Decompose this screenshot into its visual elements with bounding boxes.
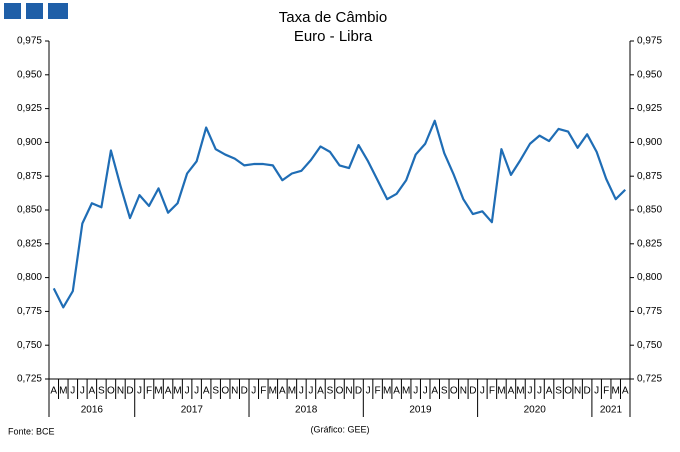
x-tick-label: J: [423, 386, 428, 397]
x-tick-label: O: [107, 386, 115, 397]
x-tick-label: A: [508, 386, 515, 397]
x-tick-label: M: [402, 386, 410, 397]
x-tick-label: J: [480, 386, 485, 397]
x-tick-label: F: [146, 386, 152, 397]
y-tick-label: 0,750: [17, 340, 42, 351]
y2-tick-label: 0,875: [637, 171, 662, 182]
y2-tick-label: 0,725: [637, 374, 662, 385]
year-label: 2020: [524, 405, 547, 416]
x-tick-label: A: [317, 386, 324, 397]
x-tick-label: N: [345, 386, 352, 397]
x-tick-label: S: [441, 386, 448, 397]
y-tick-label: 0,975: [17, 36, 42, 47]
x-tick-label: O: [450, 386, 458, 397]
y2-tick-label: 0,950: [637, 69, 662, 80]
x-tick-label: O: [336, 386, 344, 397]
x-tick-label: F: [375, 386, 381, 397]
x-tick-label: D: [469, 386, 476, 397]
year-label: 2017: [181, 405, 204, 416]
y-tick-label: 0,850: [17, 205, 42, 216]
x-tick-label: O: [564, 386, 572, 397]
chart-subtitle: Euro - Libra: [294, 28, 373, 45]
logo-block: [4, 3, 21, 19]
x-tick-label: J: [194, 386, 199, 397]
x-tick-label: M: [516, 386, 524, 397]
x-tick-label: J: [594, 386, 599, 397]
logo-block: [26, 3, 43, 19]
y-tick-label: 0,875: [17, 171, 42, 182]
x-tick-label: J: [299, 386, 304, 397]
y-tick-label: 0,775: [17, 306, 42, 317]
year-label: 2019: [409, 405, 432, 416]
x-tick-label: M: [154, 386, 162, 397]
x-tick-label: D: [126, 386, 133, 397]
x-tick-label: A: [431, 386, 438, 397]
x-tick-label: M: [497, 386, 505, 397]
x-tick-label: M: [173, 386, 181, 397]
x-tick-label: O: [221, 386, 229, 397]
x-tick-label: M: [59, 386, 67, 397]
x-tick-label: A: [279, 386, 286, 397]
y2-tick-label: 0,825: [637, 238, 662, 249]
x-tick-label: S: [555, 386, 562, 397]
x-tick-label: M: [288, 386, 296, 397]
x-tick-label: M: [269, 386, 277, 397]
x-tick-label: N: [117, 386, 124, 397]
x-tick-label: J: [537, 386, 542, 397]
x-tick-label: J: [185, 386, 190, 397]
year-label: 2021: [600, 405, 623, 416]
x-tick-label: S: [212, 386, 219, 397]
data-line: [52, 119, 627, 309]
y2-tick-label: 0,900: [637, 137, 662, 148]
y-tick-label: 0,800: [17, 272, 42, 283]
x-tick-label: S: [327, 386, 334, 397]
x-tick-label: A: [393, 386, 400, 397]
x-tick-label: F: [260, 386, 266, 397]
y2-tick-label: 0,800: [637, 272, 662, 283]
y-tick-label: 0,925: [17, 103, 42, 114]
x-tick-label: J: [80, 386, 85, 397]
credit: (Gráfico: GEE): [310, 424, 369, 434]
source: Fonte: BCE: [8, 426, 55, 436]
y2-tick-label: 0,975: [637, 36, 662, 47]
x-tick-label: J: [413, 386, 418, 397]
x-tick-label: S: [98, 386, 105, 397]
x-tick-label: J: [251, 386, 256, 397]
logo-block: [48, 3, 68, 19]
x-tick-label: M: [612, 386, 620, 397]
x-tick-label: A: [165, 386, 172, 397]
y2-tick-label: 0,925: [637, 103, 662, 114]
x-tick-label: F: [603, 386, 609, 397]
y2-tick-label: 0,850: [637, 205, 662, 216]
x-tick-label: A: [89, 386, 96, 397]
year-label: 2016: [81, 405, 104, 416]
x-tick-label: J: [137, 386, 142, 397]
y2-tick-label: 0,775: [637, 306, 662, 317]
x-tick-label: D: [584, 386, 591, 397]
x-tick-label: N: [574, 386, 581, 397]
chart-title: Taxa de Câmbio: [279, 9, 387, 26]
x-tick-label: J: [308, 386, 313, 397]
y-tick-label: 0,825: [17, 238, 42, 249]
x-tick-label: J: [366, 386, 371, 397]
x-tick-label: N: [231, 386, 238, 397]
x-tick-label: J: [70, 386, 75, 397]
x-tick-label: A: [50, 386, 57, 397]
y2-tick-label: 0,750: [637, 340, 662, 351]
x-tick-label: A: [546, 386, 553, 397]
x-tick-label: M: [383, 386, 391, 397]
x-tick-label: J: [527, 386, 532, 397]
x-tick-label: A: [622, 386, 629, 397]
x-tick-label: D: [355, 386, 362, 397]
y-tick-label: 0,900: [17, 137, 42, 148]
y-tick-label: 0,950: [17, 69, 42, 80]
y-tick-label: 0,725: [17, 374, 42, 385]
x-tick-label: N: [460, 386, 467, 397]
x-tick-label: D: [241, 386, 248, 397]
year-label: 2018: [295, 405, 318, 416]
x-tick-label: A: [203, 386, 210, 397]
x-tick-label: F: [489, 386, 495, 397]
